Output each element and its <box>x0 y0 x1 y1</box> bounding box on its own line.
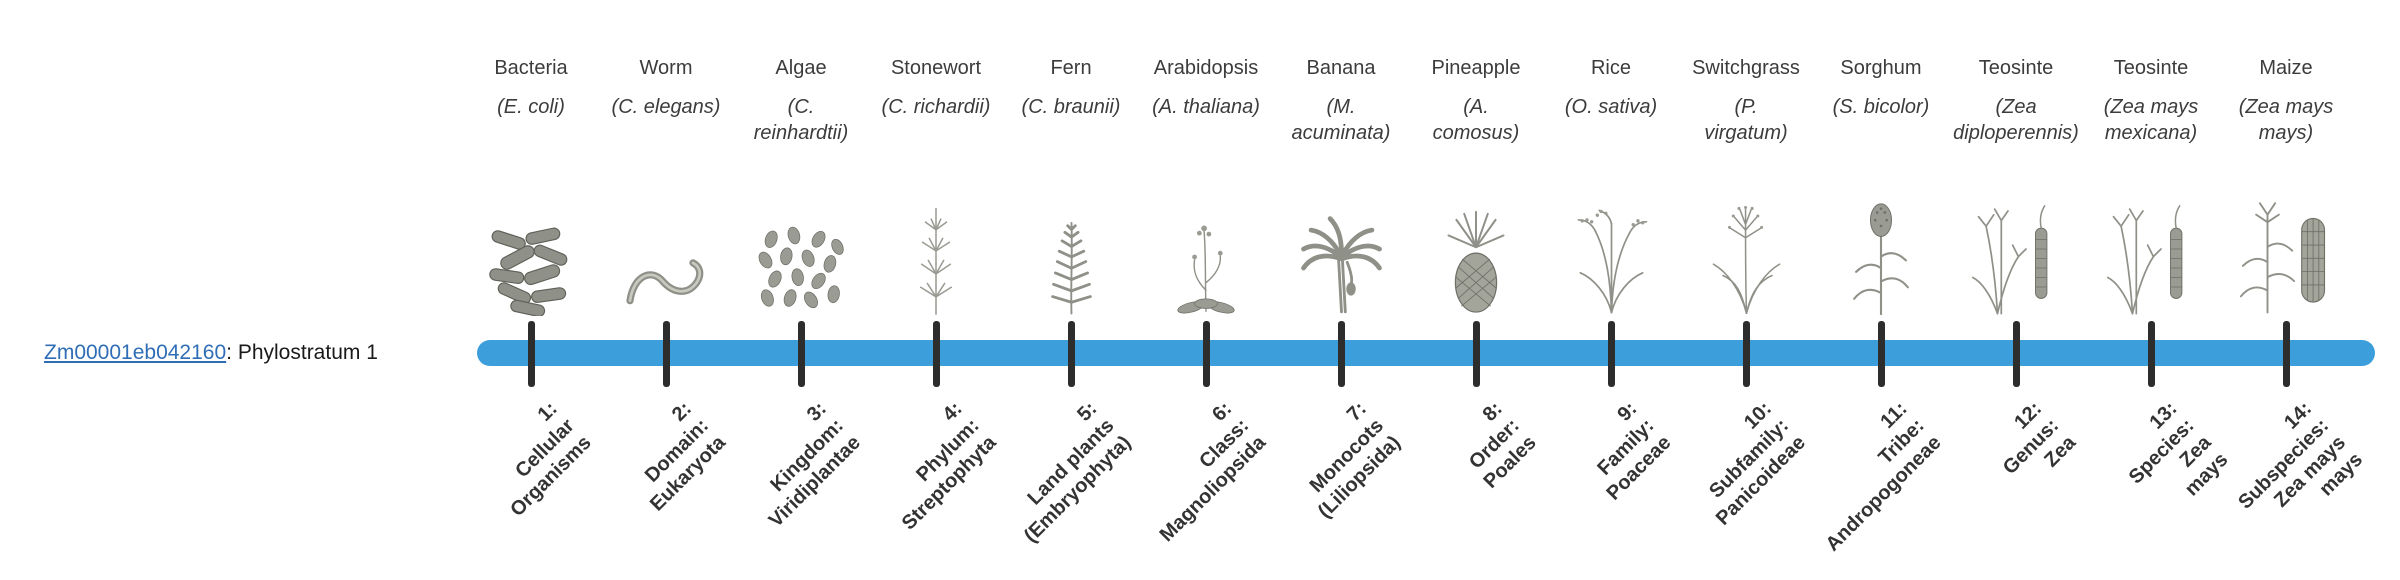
organism-name: Stonewort <box>890 57 982 79</box>
organism-name: Algae <box>775 57 827 79</box>
organism-column-7: Banana (M. acuminata) 7: Monocots (Lilio… <box>1256 0 1426 580</box>
phylostratum-label: 1: Cellular Organisms <box>505 397 596 522</box>
gene-phylostratum-text: : Phylostratum 1 <box>226 341 378 364</box>
teosinte-icon <box>1931 150 2101 316</box>
organism-scientific-name: (A. thaliana) <box>1152 96 1260 118</box>
organism-scientific-name: (O. sativa) <box>1564 96 1658 118</box>
phylostratum-label: 2: Domain: Eukaryota <box>641 397 731 516</box>
organism-name: Maize <box>2259 57 2313 79</box>
phylostratum-label: 5: Land plants (Embryophyta) <box>1019 397 1136 547</box>
phylostratum-label: 11: Tribe: Andropogoneae <box>1821 397 1946 556</box>
organism-scientific-name: (C. richardii) <box>881 96 991 118</box>
phylostratum-label: 3: Kingdom: Viridiplantae <box>765 397 866 532</box>
timeline-tick <box>1337 321 1345 387</box>
phylostratum-label: 6: Class: Magnoliopsida <box>1155 397 1271 547</box>
organism-scientific-name: (S. bicolor) <box>1832 96 1930 118</box>
teosinte-icon <box>2066 150 2236 316</box>
banana-icon <box>1256 150 1426 316</box>
organism-column-6: Arabidopsis (A. thaliana) 6: Class: Magn… <box>1121 0 1291 580</box>
organism-column-5: Fern (C. braunii) 5: Land plants (Embryo… <box>986 0 1156 580</box>
maize-icon <box>2201 150 2371 316</box>
switchgrass-icon <box>1661 150 1831 316</box>
timeline-tick <box>797 321 805 387</box>
phylostratum-label: 10: Subfamily: Panicoideae <box>1705 397 1811 530</box>
rice-icon <box>1526 150 1696 316</box>
bacteria-icon <box>446 150 616 316</box>
organism-name: Worm <box>639 57 693 79</box>
timeline-tick <box>2282 321 2290 387</box>
organism-scientific-name: (C. braunii) <box>1021 96 1121 118</box>
organism-column-10: Switchgrass (P. virgatum) 10: Subfamily:… <box>1661 0 1831 580</box>
organism-name: Arabidopsis <box>1153 57 1259 79</box>
organism-name: Switchgrass <box>1692 57 1800 79</box>
organism-scientific-name: (Zea mays mays) <box>2238 96 2334 144</box>
gene-label: Zm00001eb042160: Phylostratum 1 <box>44 341 378 365</box>
timeline-bar <box>477 340 2375 366</box>
phylostratum-label: 7: Monocots (Liliopsida) <box>1305 397 1406 523</box>
timeline-tick <box>662 321 670 387</box>
organism-name: Rice <box>1590 57 1631 79</box>
timeline-tick <box>1472 321 1480 387</box>
organism-scientific-name: (E. coli) <box>497 96 565 118</box>
organism-name: Banana <box>1306 57 1376 79</box>
timeline-tick <box>1742 321 1750 387</box>
organism-column-12: Teosinte (Zea diploperennis) 12: Genus: … <box>1931 0 2101 580</box>
organism-scientific-name: (C. reinhardtii) <box>753 96 849 144</box>
organism-name: Fern <box>1050 57 1092 79</box>
timeline-tick <box>1202 321 1210 387</box>
phylostratum-label: 9: Family: Poaceae <box>1593 397 1676 505</box>
phylostratum-label: 4: Phylum: Streptophyta <box>897 397 1001 535</box>
organism-column-1: Bacteria (E. coli) 1: Cellular Organisms <box>446 0 616 580</box>
timeline-tick <box>527 321 535 387</box>
organism-column-13: Teosinte (Zea mays mexicana) 13: Species… <box>2066 0 2236 580</box>
algae-icon <box>716 150 886 316</box>
sorghum-icon <box>1796 150 1966 316</box>
timeline-tick <box>2012 321 2020 387</box>
organism-column-4: Stonewort (C. richardii) 4: Phylum: Stre… <box>851 0 1021 580</box>
worm-icon <box>581 150 751 316</box>
stonewort-icon <box>851 150 1021 316</box>
organism-name: Teosinte <box>2113 57 2189 79</box>
organism-column-14: Maize (Zea mays mays) 14: Subspecies: Ze… <box>2201 0 2371 580</box>
organism-scientific-name: (Zea mays mexicana) <box>2103 96 2199 144</box>
organism-column-9: Rice (O. sativa) 9: Family: Poaceae <box>1526 0 1696 580</box>
organism-column-8: Pineapple (A. comosus) 8: Order: Poales <box>1391 0 1561 580</box>
timeline-tick <box>932 321 940 387</box>
timeline-tick <box>2147 321 2155 387</box>
organism-name: Pineapple <box>1431 57 1521 79</box>
timeline-tick <box>1877 321 1885 387</box>
organism-name: Teosinte <box>1978 57 2054 79</box>
organism-scientific-name: (C. elegans) <box>611 96 721 118</box>
organism-column-11: Sorghum (S. bicolor) 11: Tribe: Andropog… <box>1796 0 1966 580</box>
timeline-tick <box>1067 321 1075 387</box>
organism-scientific-name: (P. virgatum) <box>1704 96 1788 144</box>
organism-scientific-name: (M. acuminata) <box>1291 96 1391 144</box>
organism-column-2: Worm (C. elegans) 2: Domain: Eukaryota <box>581 0 751 580</box>
organism-name: Sorghum <box>1840 57 1922 79</box>
organism-name: Bacteria <box>494 57 568 79</box>
organism-column-3: Algae (C. reinhardtii) 3: Kingdom: Virid… <box>716 0 886 580</box>
timeline-tick <box>1607 321 1615 387</box>
arabidopsis-icon <box>1121 150 1291 316</box>
fern-icon <box>986 150 1156 316</box>
organism-scientific-name: (Zea diploperennis) <box>1953 96 2079 144</box>
pineapple-icon <box>1391 150 1561 316</box>
gene-link[interactable]: Zm00001eb042160 <box>44 341 227 364</box>
phylostratum-label: 14: Subspecies: Zea mays mays <box>2234 397 2368 514</box>
organism-scientific-name: (A. comosus) <box>1432 96 1520 144</box>
